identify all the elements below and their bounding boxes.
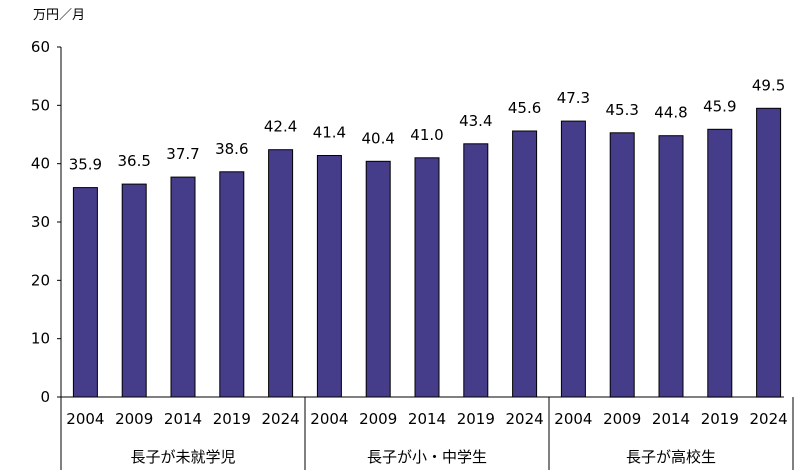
bar — [658, 135, 684, 398]
data-label: 49.5 — [752, 76, 785, 94]
y-tick-label: 20 — [31, 271, 50, 289]
x-tick-label: 2004 — [554, 410, 592, 428]
x-axis: 2004 2009 2014 2019 2024 長子が未就学児 2004 2009 2014 2… — [60, 396, 794, 470]
bar — [756, 107, 782, 398]
x-tick-label: 2019 — [701, 410, 739, 428]
x-tick-label: 2004 — [310, 410, 348, 428]
y-tick-label: 0 — [40, 388, 50, 406]
bar — [609, 132, 635, 398]
bar — [463, 143, 489, 398]
y-tick-label: 60 — [31, 38, 50, 56]
group-label: 長子が小・中学生 — [367, 448, 487, 466]
x-tick-label: 2024 — [262, 410, 300, 428]
data-label: 45.6 — [508, 99, 541, 117]
x-tick-label: 2004 — [66, 410, 104, 428]
data-label: 40.4 — [361, 129, 394, 147]
bar — [268, 149, 294, 398]
y-axis-unit-label: 万円／月 — [33, 8, 85, 23]
bar — [170, 176, 196, 398]
data-label: 43.4 — [459, 112, 492, 130]
y-axis: 0 10 20 30 40 50 60 — [31, 38, 62, 406]
data-label: 41.4 — [313, 124, 346, 142]
x-tick-label: 2019 — [457, 410, 495, 428]
data-label: 41.0 — [410, 126, 443, 144]
x-tick-label: 2024 — [506, 410, 544, 428]
data-label: 35.9 — [69, 156, 102, 174]
data-label: 42.4 — [264, 118, 297, 136]
group-label: 長子が未就学児 — [130, 448, 235, 466]
x-tick-label: 2014 — [652, 410, 690, 428]
x-tick-label: 2009 — [115, 410, 153, 428]
data-label: 36.5 — [117, 152, 150, 170]
data-label: 38.6 — [215, 140, 248, 158]
bar — [512, 130, 538, 398]
x-tick-label: 2024 — [750, 410, 788, 428]
bars — [72, 107, 782, 398]
data-label: 45.3 — [605, 101, 638, 119]
bar — [219, 171, 245, 398]
x-tick-label: 2014 — [164, 410, 202, 428]
bar — [72, 187, 98, 398]
bar — [121, 183, 147, 398]
bar — [560, 120, 586, 398]
value-labels: 35.9 36.5 37.7 38.6 42.4 41.4 40.4 41.0 43.4 45.6… — [69, 76, 786, 173]
y-tick-label: 10 — [31, 330, 50, 348]
x-tick-label: 2009 — [603, 410, 641, 428]
data-label: 37.7 — [166, 145, 199, 163]
bar — [707, 128, 733, 398]
bar — [365, 160, 391, 398]
bar — [316, 155, 342, 398]
x-tick-label: 2019 — [213, 410, 251, 428]
x-tick-label: 2014 — [408, 410, 446, 428]
y-tick-label: 40 — [31, 155, 50, 173]
data-label: 45.9 — [703, 97, 736, 115]
y-tick-label: 30 — [31, 213, 50, 231]
data-label: 47.3 — [557, 89, 590, 107]
group-label: 長子が高校生 — [626, 448, 716, 466]
y-tick-label: 50 — [31, 96, 50, 114]
x-tick-label: 2009 — [359, 410, 397, 428]
bar — [414, 157, 440, 398]
data-label: 44.8 — [654, 104, 687, 122]
